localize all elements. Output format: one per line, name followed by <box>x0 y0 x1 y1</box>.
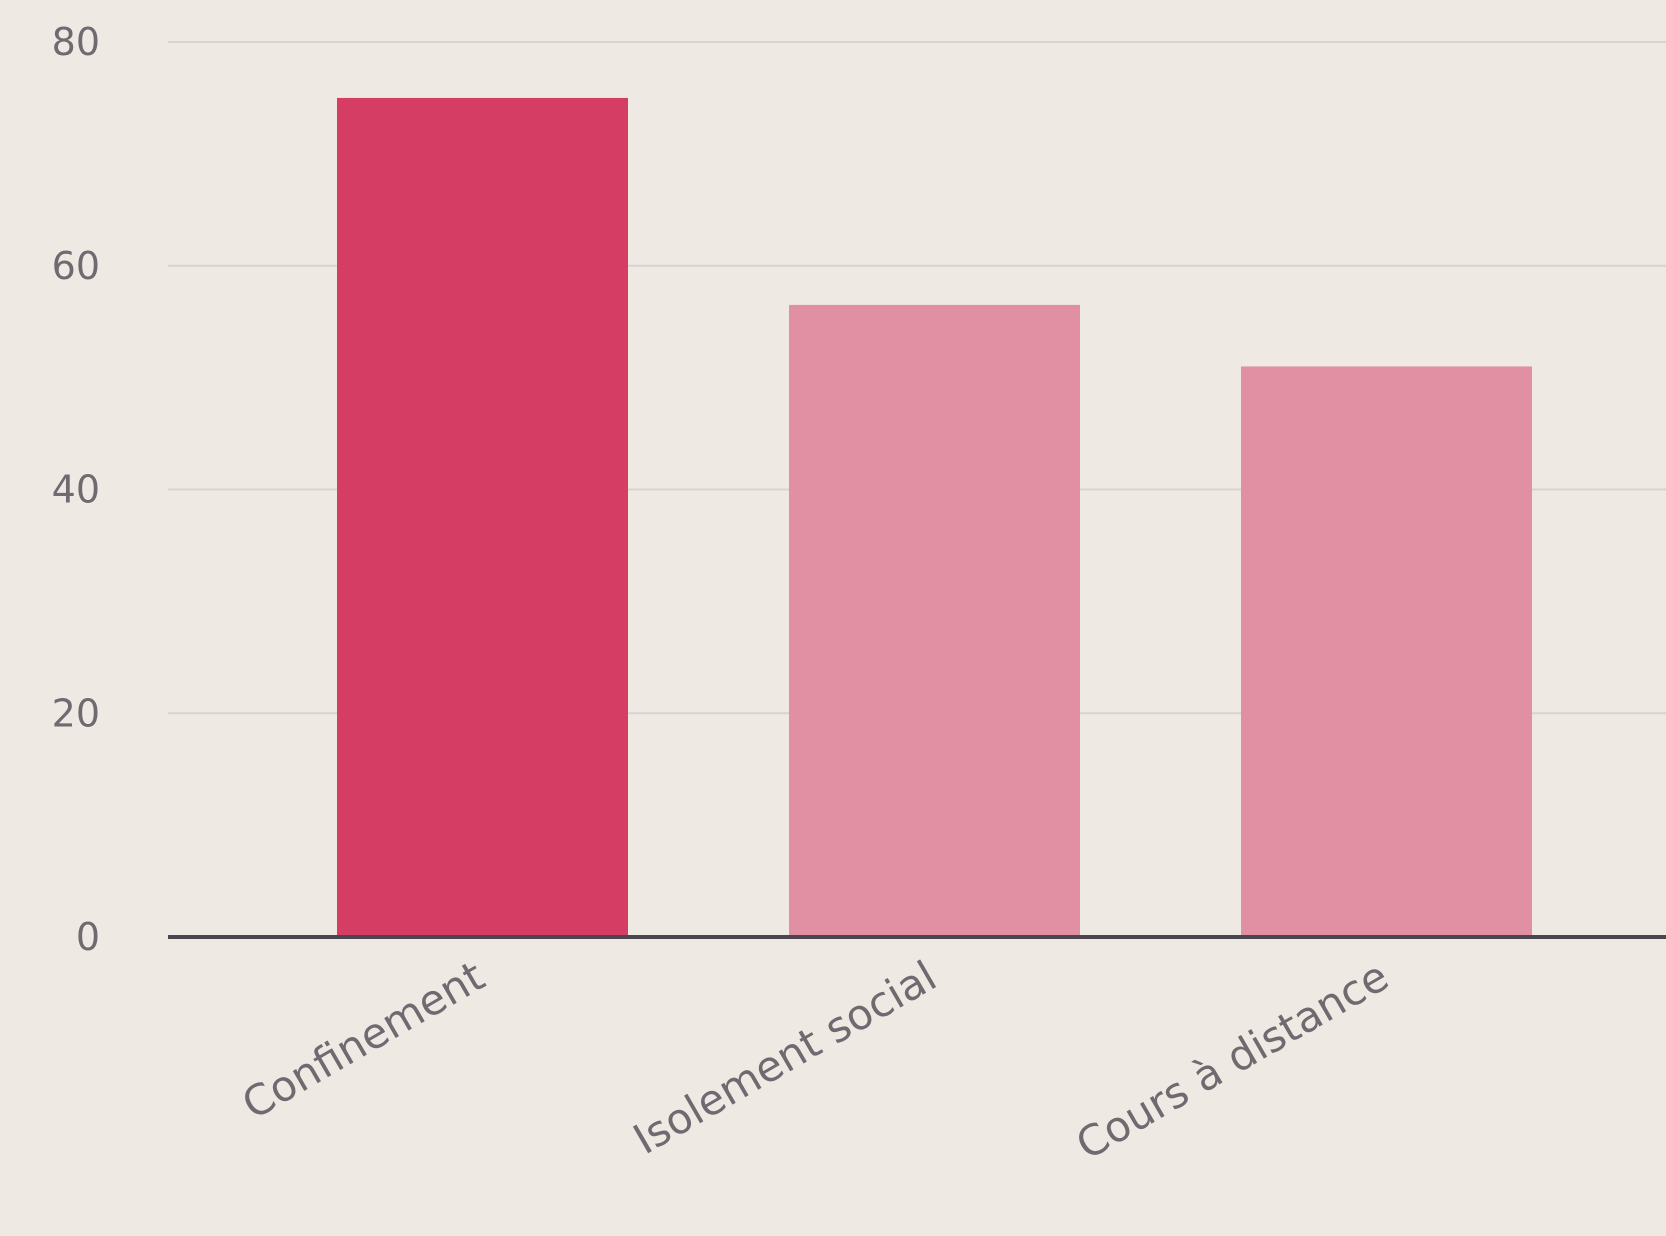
bars <box>337 97 1532 937</box>
x-tick-label: Cours à distance <box>1068 951 1397 1169</box>
x-tick-label: Isolement social <box>625 951 944 1164</box>
y-tick-label: 80 <box>52 20 100 64</box>
x-tick-label: Confinement <box>234 951 493 1129</box>
bar-isolement-social <box>789 304 1080 937</box>
y-tick-label: 40 <box>52 468 100 512</box>
x-axis: Confinement Isolement social Cours à dista… <box>234 951 1397 1169</box>
bar-confinement <box>337 97 628 937</box>
y-tick-label: 20 <box>52 691 100 735</box>
y-tick-label: 60 <box>52 244 100 288</box>
y-tick-label: 0 <box>76 915 100 959</box>
y-axis: 0 20 40 60 80 <box>52 20 100 959</box>
bar-cours-à-distance <box>1241 366 1532 937</box>
